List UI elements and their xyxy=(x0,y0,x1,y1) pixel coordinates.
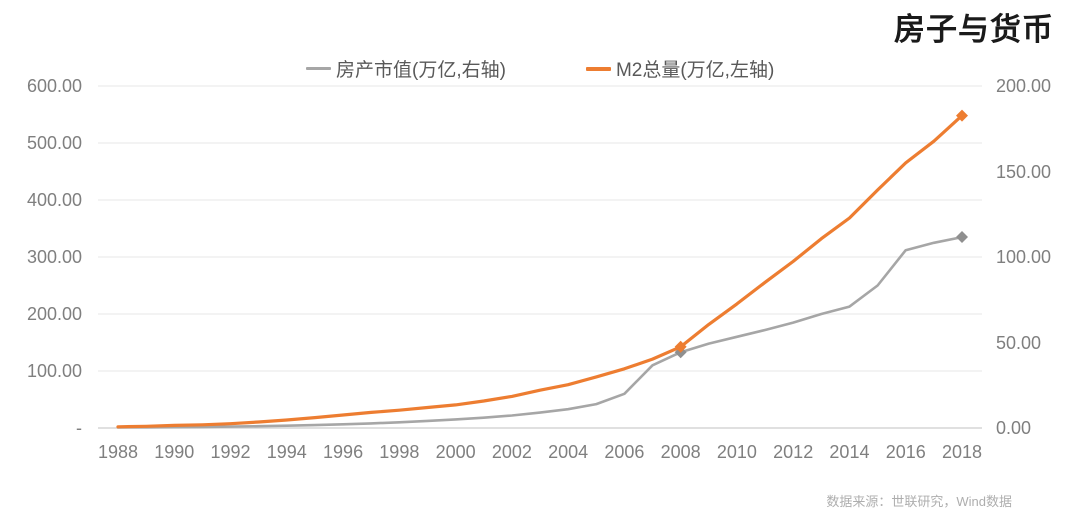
x-axis-tick: 2010 xyxy=(716,442,757,462)
left-axis-tick: 200.00 xyxy=(26,304,82,324)
x-axis-tick: 1996 xyxy=(323,442,364,462)
left-axis-tick: 100.00 xyxy=(26,361,82,381)
x-axis-tick: 1992 xyxy=(210,442,251,462)
left-axis-tick: 300.00 xyxy=(26,247,82,267)
right-axis-tick: 200.00 xyxy=(996,76,1052,96)
left-axis-tick: 600.00 xyxy=(26,76,82,96)
chart-title: 房子与货币 xyxy=(894,12,1054,47)
legend-label-m2: M2总量(万亿,左轴) xyxy=(615,60,775,81)
x-axis-tick: 2006 xyxy=(604,442,645,462)
x-axis-tick: 1988 xyxy=(97,442,139,462)
legend-label-property: 房产市值(万亿,右轴) xyxy=(336,60,506,81)
legend: 房产市值(万亿,右轴) M2总量(万亿,左轴) xyxy=(306,55,774,82)
x-axis-tick: 2002 xyxy=(491,442,532,462)
left-axis-tick: - xyxy=(76,418,82,438)
x-axis-tick: 1990 xyxy=(154,442,195,462)
left-axis-tick: 400.00 xyxy=(26,190,82,210)
left-axis-tick: 500.00 xyxy=(26,133,82,153)
x-axis-tick: 2004 xyxy=(548,442,589,462)
x-axis-tick: 2016 xyxy=(885,442,926,462)
x-axis-tick: 2012 xyxy=(773,442,814,462)
data-source-note: 数据来源：世联研究，Wind数据 xyxy=(826,494,1012,509)
right-axis-tick: 0.00 xyxy=(996,418,1032,438)
legend-dash-icon xyxy=(306,67,331,70)
legend-item-property: 房产市值(万亿,右轴) xyxy=(306,55,506,82)
right-axis-tick: 50.00 xyxy=(996,332,1042,353)
x-axis-tick: 2014 xyxy=(829,442,870,462)
x-axis-tick: 2000 xyxy=(435,442,476,462)
x-axis-tick: 2008 xyxy=(660,442,701,462)
x-axis-tick: 1998 xyxy=(379,442,420,462)
legend-item-m2: M2总量(万亿,左轴) xyxy=(585,55,775,82)
right-axis-tick: 100.00 xyxy=(996,247,1052,267)
right-axis-tick: 150.00 xyxy=(996,161,1052,182)
x-axis-tick: 1994 xyxy=(266,442,307,462)
x-axis-tick: 2018 xyxy=(941,442,983,462)
legend-dash-icon xyxy=(585,66,611,71)
